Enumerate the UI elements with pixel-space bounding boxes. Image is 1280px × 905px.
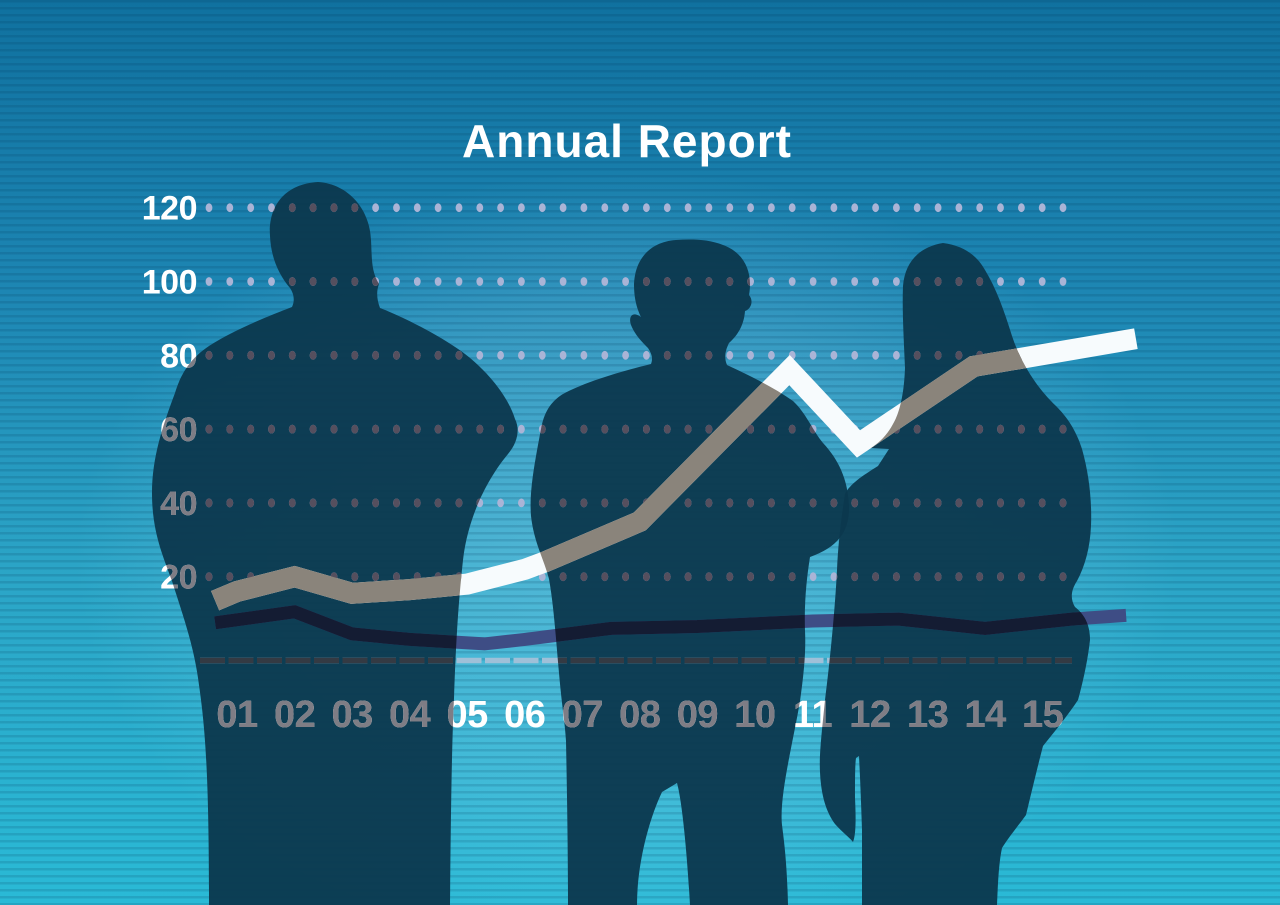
chart-title: Annual Report: [462, 115, 792, 167]
